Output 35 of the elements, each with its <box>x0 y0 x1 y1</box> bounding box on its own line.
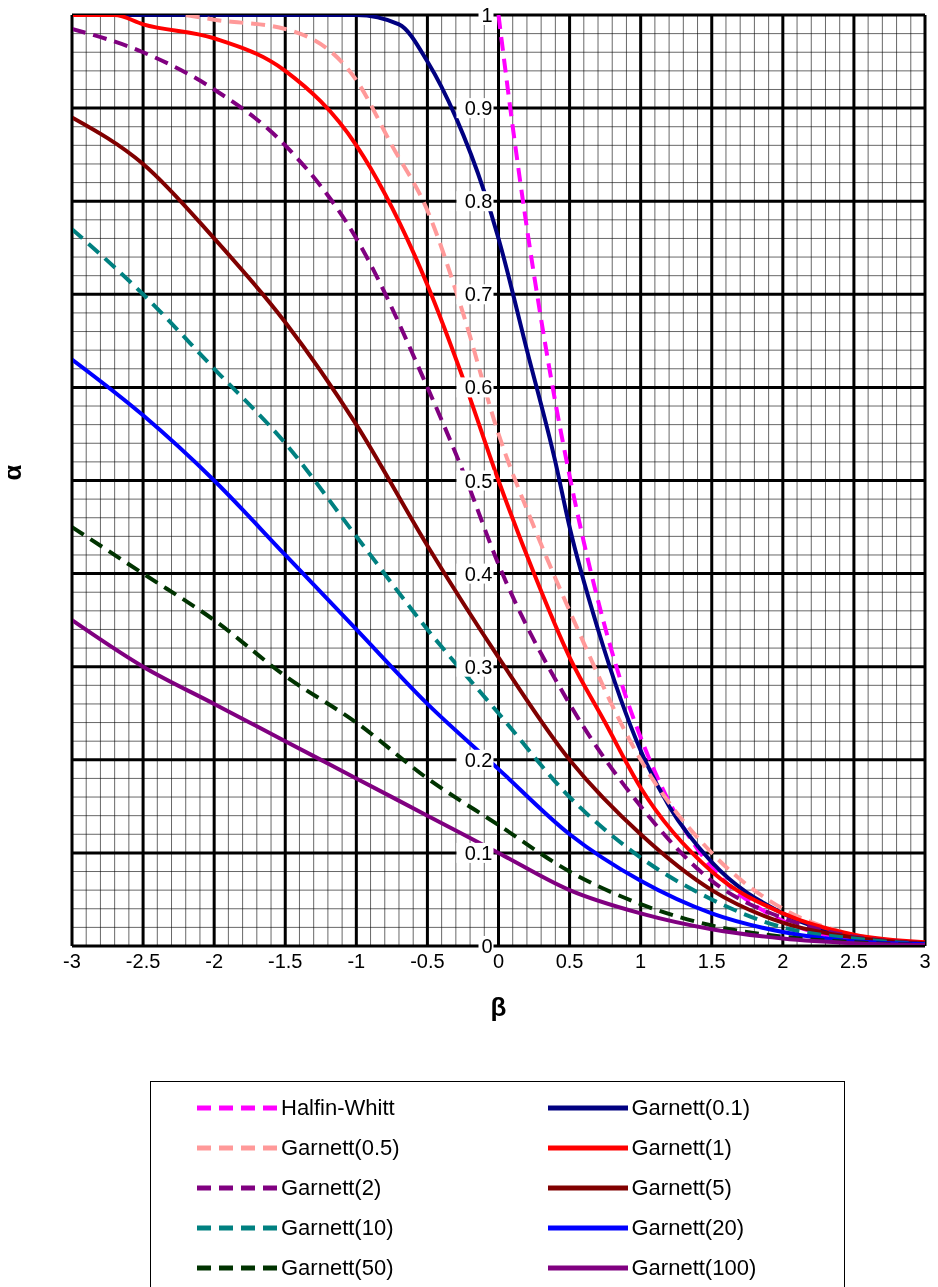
y-tick-label: 0 <box>481 935 493 957</box>
legend-label: Garnett(100) <box>631 1255 757 1281</box>
y-axis-title: α <box>0 464 28 481</box>
legend-label: Garnett(0.5) <box>281 1135 400 1161</box>
y-tick-label: 0.3 <box>464 655 493 678</box>
x-tick-label: -2.5 <box>125 950 161 973</box>
y-tick-label: 0.8 <box>464 190 493 213</box>
x-tick-label: -0.5 <box>410 950 445 973</box>
legend-label: Halfin-Whitt <box>281 1095 395 1121</box>
x-tick-label: 2.5 <box>840 950 868 973</box>
y-tick-label: 0.7 <box>464 283 493 306</box>
x-tick-label: -2 <box>205 950 224 973</box>
legend-label: Garnett(1) <box>631 1135 732 1161</box>
x-axis-title: β <box>490 992 507 1022</box>
y-tick-label: 0.2 <box>464 748 493 771</box>
x-tick-label: 1.5 <box>697 950 726 973</box>
y-tick-label: 0.9 <box>464 97 493 120</box>
legend-label: Garnett(0.1) <box>631 1095 751 1121</box>
x-tick-label: 0.5 <box>555 950 584 973</box>
x-tick-label: 1 <box>635 950 647 973</box>
legend-label: Garnett(2) <box>281 1175 382 1201</box>
y-tick-label: 0.4 <box>464 562 493 585</box>
legend-label: Garnett(50) <box>281 1255 394 1281</box>
legend-label: Garnett(10) <box>281 1215 394 1241</box>
legend-label: Garnett(20) <box>631 1215 744 1241</box>
x-tick-label: -1 <box>347 950 366 973</box>
y-tick-label: 0.5 <box>464 469 493 492</box>
y-tick-label: 1 <box>481 4 493 26</box>
x-tick-label: -1.5 <box>268 950 303 973</box>
x-tick-label: 3 <box>919 950 931 973</box>
y-tick-label: 0.6 <box>464 376 493 399</box>
y-tick-label: 0.1 <box>464 841 493 864</box>
x-tick-label: 2 <box>777 950 789 973</box>
x-tick-label: -3 <box>63 950 81 973</box>
legend-label: Garnett(5) <box>631 1175 732 1201</box>
